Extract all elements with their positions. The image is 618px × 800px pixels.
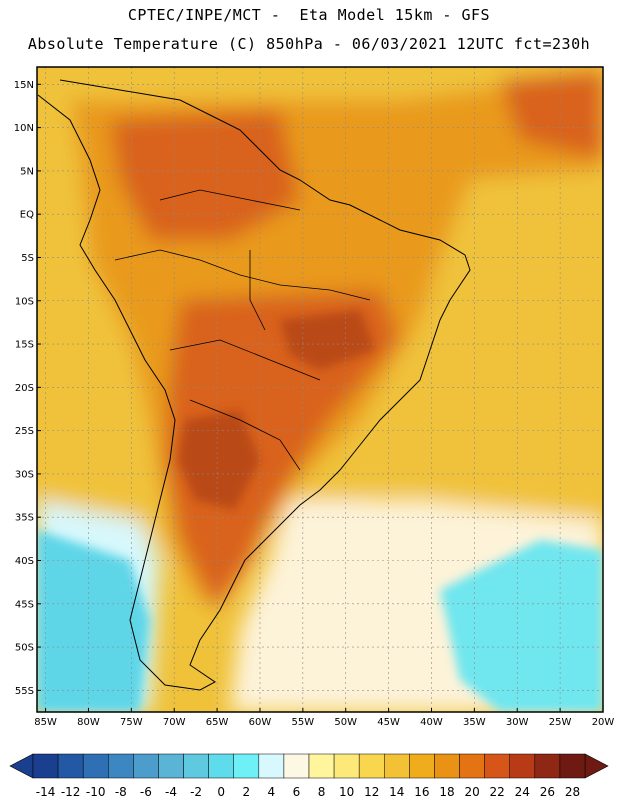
colorbar-label: 22 [490,785,505,799]
colorbar-left-arrow [9,753,34,779]
country-borders [114,189,371,471]
region-very-hot-south [165,290,400,610]
lon-label: 85W [34,717,57,728]
lat-label: EQ [20,210,34,221]
coastline [37,79,471,691]
colorbar-label: 10 [339,785,354,799]
lon-label: 50W [334,717,357,728]
colorbar-right-arrow [584,753,609,779]
lon-label: 80W [77,717,100,728]
colorbar-swatch [384,753,410,779]
lat-lon-grid [37,67,603,712]
region-hottest-brazil [280,310,375,370]
colorbar-label: 0 [217,785,225,799]
lat-label: 55S [15,686,34,697]
colorbar-label: -14 [36,785,56,799]
latitude-labels: 15N 10N 5N EQ 5S 10S 15S 20S 25S 30S 35S 40S 45S 50S 5… [14,80,41,697]
colorbar-swatch [233,753,260,779]
colorbar-swatch [82,753,109,779]
colorbar-label: -6 [140,785,152,799]
lon-label: 30W [506,717,529,728]
colorbar-swatch [509,753,536,779]
colorbar-swatch [409,753,435,779]
colorbar-label: 20 [464,785,479,799]
colorbar-label: -8 [115,785,127,799]
lon-label: 55W [292,717,315,728]
lat-label: 20S [15,383,34,394]
colorbar-swatch [534,753,561,779]
colorbar-swatch [434,753,460,779]
colorbar: -14 -12 -10 -8 -6 -4 -2 0 2 4 6 8 10 12 14 16 18 20 22 24 26… [9,753,609,799]
region-cold-southwest [37,530,150,712]
lat-label: 25S [15,426,34,437]
longitude-labels: 85W 80W 75W 70W 65W 60W 55W 50W 45W 40W 35W 30W 25W 2… [34,708,614,728]
region-cold-southeast [440,540,603,712]
colorbar-label: -12 [61,785,81,799]
colorbar-swatch [559,753,586,779]
lat-label: 5S [21,253,34,264]
lat-label: 35S [15,513,34,524]
colorbar-swatch [283,753,310,779]
colorbar-label: -2 [190,785,202,799]
colorbar-label: 18 [439,785,454,799]
colorbar-label: 14 [389,785,404,799]
colorbar-label: 12 [364,785,379,799]
lat-label: 30S [15,469,34,480]
colorbar-swatch [308,753,335,779]
colorbar-label: 24 [515,785,530,799]
colorbar-label: 4 [268,785,276,799]
lon-label: 75W [120,717,143,728]
colorbar-label: 28 [565,785,580,799]
colorbar-swatch [133,753,159,779]
colorbar-label: 6 [293,785,301,799]
lat-label: 50S [15,643,34,654]
colorbar-swatch [208,753,234,779]
lon-label: 70W [163,717,186,728]
lat-label: 15S [15,340,34,351]
lat-label: 45S [15,599,34,610]
colorbar-swatch [459,753,485,779]
colorbar-label: 16 [414,785,429,799]
region-hottest-argentina [178,410,260,510]
colorbar-label: 8 [318,785,326,799]
colorbar-label: -10 [86,785,106,799]
lat-label: 15N [14,80,34,91]
lon-label: 60W [249,717,272,728]
temperature-field [37,67,603,712]
lon-label: 20W [592,717,615,728]
colorbar-swatch [108,753,134,779]
map-frame [36,66,604,713]
lon-label: 35W [463,717,486,728]
colorbar-swatch [358,753,385,779]
colorbar-swatch [183,753,209,779]
colorbar-swatch [484,753,510,779]
colorbar-label: 26 [540,785,555,799]
colorbar-swatch [57,753,84,779]
colorbar-label: -4 [165,785,177,799]
lon-label: 25W [549,717,572,728]
lon-label: 65W [206,717,229,728]
lat-label: 40S [15,556,34,567]
title-line-1: CPTEC/INPE/MCT - Eta Model 15km - GFS [127,6,491,24]
lon-label: 45W [377,717,400,728]
colorbar-swatch [333,753,360,779]
lat-label: 5N [20,166,34,177]
colorbar-swatch [32,753,59,779]
lat-label: 10N [14,123,34,134]
colorbar-swatch [258,753,285,779]
lat-label: 10S [15,296,34,307]
region-very-hot-atlantic [500,70,603,160]
colorbar-label: 2 [242,785,250,799]
title-line-2: Absolute Temperature (C) 850hPa - 06/03/… [27,35,591,53]
lon-label: 40W [420,717,443,728]
colorbar-swatch [158,753,184,779]
